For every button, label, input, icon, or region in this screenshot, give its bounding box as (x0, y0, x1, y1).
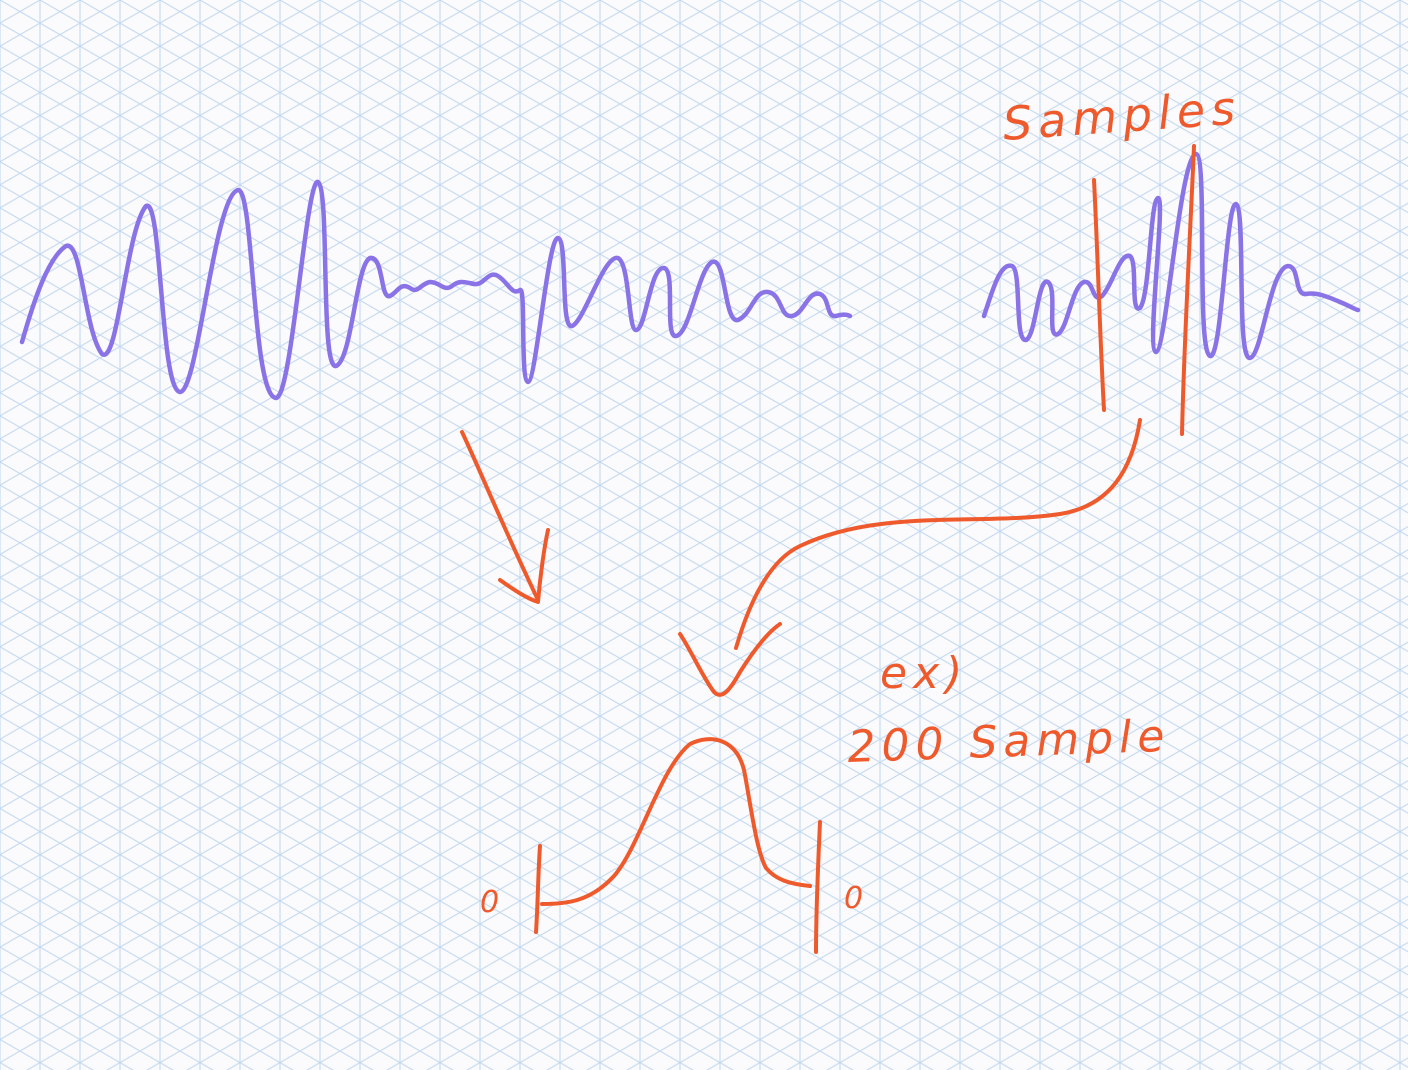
axis-left-label: 0 (480, 885, 505, 920)
example-prefix: ex) (880, 648, 968, 699)
sampled-waveform (981, 151, 1361, 361)
arrow-left-head (498, 528, 550, 604)
arrow-right-shaft (734, 418, 1142, 650)
sample-marker-right (1180, 144, 1196, 436)
sample-marker-left (1092, 178, 1106, 412)
distribution-axis-left (534, 844, 542, 934)
example-text: 200 Sample (847, 711, 1172, 773)
arrow-right-head (678, 622, 782, 697)
axis-right-label: 0 (844, 881, 869, 916)
long-waveform (19, 179, 853, 401)
distribution-curve (540, 737, 812, 906)
arrow-left-shaft (460, 430, 540, 602)
distribution-axis-right (814, 820, 822, 954)
